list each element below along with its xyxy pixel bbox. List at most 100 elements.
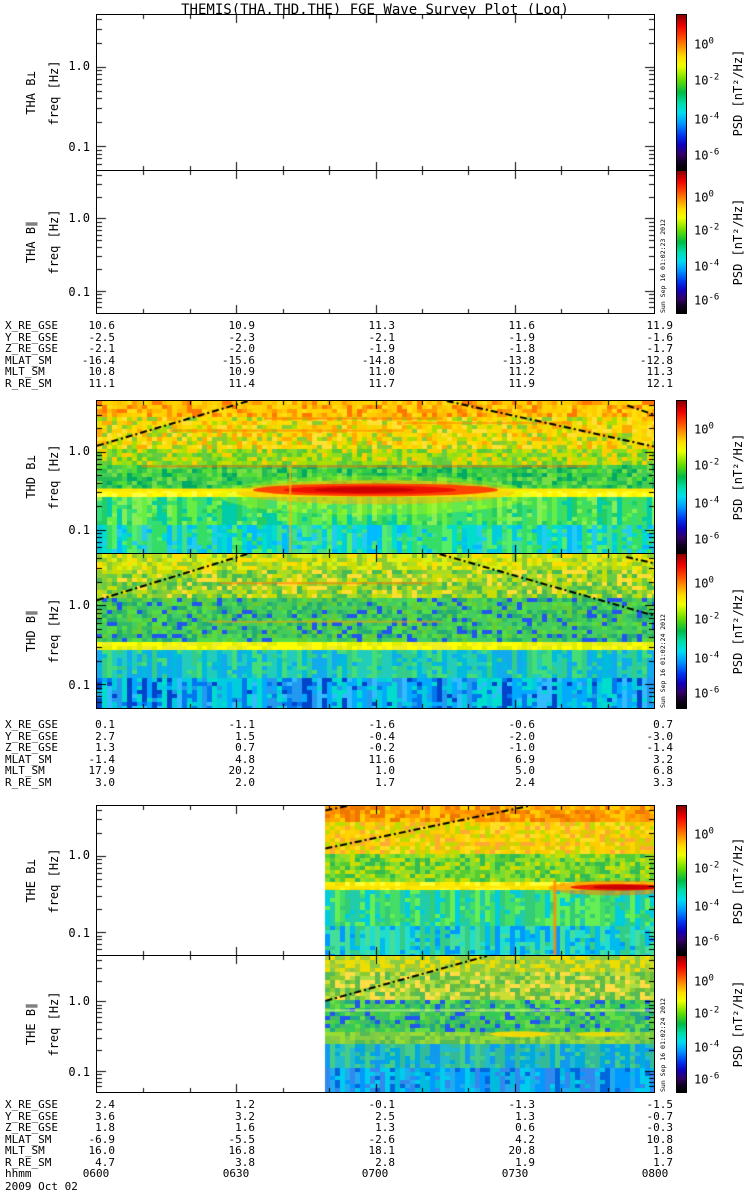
ephemeris-value: 2.4 (95, 1098, 115, 1111)
ephemeris-value: 10.9 (228, 319, 256, 332)
plot-area-tha-bpar (96, 170, 655, 314)
ephemeris-value: 2.4 (515, 775, 535, 789)
ephemeris-value: 17.9 (88, 764, 116, 778)
ephemeris-value: -14.8 (361, 353, 395, 367)
ephemeris-value: 10.9 (228, 365, 256, 379)
ephemeris-value: -3.0 (646, 729, 674, 743)
ephemeris-value: -2.3 (228, 330, 256, 344)
ephemeris-value: -2.1 (88, 342, 116, 356)
ephemeris-value: -2.5 (88, 330, 116, 344)
colorbar-tick-label: 10-4 (694, 495, 720, 511)
ephemeris-value: 2.0 (235, 775, 255, 789)
colorbar-tick-label: 10-4 (694, 650, 720, 666)
plot-area-thd-bpar (96, 553, 655, 709)
time-tick-label: 0800 (641, 1167, 669, 1180)
ephemeris-row: MLAT_SM -1.4 4.8 11.6 6.9 3.2 (0, 754, 750, 766)
ephemeris-row-label: Z_RE_GSE (5, 741, 58, 755)
colorbar-title: PSD [nT²/Hz] (731, 837, 745, 924)
ephemeris-row-label: X_RE_GSE (5, 718, 58, 731)
colorbar-tick-label: 10-6 (694, 933, 720, 949)
ephemeris-table-the: X_RE_GSE 2.4 1.2 -0.1 -1.3 -1.5 Y_RE_GSE 3.6 3.2… (0, 1099, 750, 1169)
ephemeris-value: 18.1 (368, 1144, 396, 1158)
ephemeris-value: 20.2 (228, 764, 256, 778)
ephemeris-value: 12.1 (646, 376, 674, 390)
ephemeris-value: 11.9 (508, 376, 536, 390)
colorbar-tick-label: 10-6 (694, 292, 720, 308)
ephemeris-value: -1.8 (508, 342, 536, 356)
ephemeris-row-label: R_RE_SM (5, 775, 52, 789)
ephemeris-value: -1.5 (646, 1098, 674, 1111)
ephemeris-table-tha: X_RE_GSE 10.6 10.9 11.3 11.6 11.9 Y_RE_GSE -2.5… (0, 320, 750, 390)
y-tick-label: 1.0 (68, 211, 90, 226)
ephemeris-value: 20.8 (508, 1144, 536, 1158)
ephemeris-value: 3.8 (235, 1155, 255, 1169)
ephemeris-row-label: MLAT_SM (5, 752, 52, 766)
psd-colorbar (676, 14, 687, 171)
ephemeris-row-label: Y_RE_GSE (5, 729, 58, 743)
ephemeris-row-label: X_RE_GSE (5, 319, 58, 332)
colorbar-title: PSD [nT²/Hz] (731, 980, 745, 1068)
ephemeris-value: -2.0 (508, 729, 536, 743)
colorbar-tick-label: 10-6 (694, 531, 720, 547)
ephemeris-row: MLAT_SM -16.4 -15.6 -14.8 -13.8 -12.8 (0, 355, 750, 367)
colorbar-tick-label: 100 (694, 973, 714, 989)
colorbar-tick-label: 10-4 (694, 898, 720, 914)
ephemeris-value: 10.6 (88, 319, 116, 332)
ephemeris-value: 11.2 (508, 365, 536, 379)
ephemeris-value: 2.8 (375, 1155, 395, 1169)
ephemeris-value: 3.0 (95, 775, 115, 789)
spectrogram-canvas-tha-bperp (97, 15, 654, 170)
colorbar-tick-label: 100 (694, 189, 714, 205)
ephemeris-row: MLAT_SM -6.9 -5.5 -2.6 4.2 10.8 (0, 1134, 750, 1146)
ephemeris-row: Y_RE_GSE 3.6 3.2 2.5 1.3 -0.7 (0, 1109, 750, 1123)
ephemeris-row-label: Z_RE_GSE (5, 342, 58, 356)
ephemeris-row-label: Y_RE_GSE (5, 330, 58, 344)
spectrogram-canvas-the-bpar (97, 956, 654, 1092)
ephemeris-value: 1.3 (515, 1109, 535, 1123)
ephemeris-table-thd: X_RE_GSE 0.1 -1.1 -1.6 -0.6 0.7 Y_RE_GSE 2.7 1.5… (0, 719, 750, 789)
ephemeris-value: -1.9 (508, 330, 536, 344)
ephemeris-value: -1.9 (368, 342, 396, 356)
colorbar-tick-label: 10-6 (694, 147, 720, 163)
ephemeris-value: -6.9 (88, 1132, 116, 1146)
ephemeris-value: 1.3 (95, 741, 115, 755)
panel-label: THE B∥ (24, 1002, 38, 1046)
colorbar-tick-label: 10-2 (694, 457, 720, 473)
colorbar-tick-label: 100 (694, 826, 714, 842)
y-tick-label: 0.1 (68, 677, 90, 692)
ephemeris-value: 1.7 (653, 1155, 673, 1169)
ephemeris-value: -15.6 (221, 353, 255, 367)
ephemeris-value: 11.6 (508, 319, 536, 332)
ephemeris-row-label: MLT_SM (5, 764, 45, 778)
colorbar-tick-label: 10-2 (694, 860, 720, 876)
colorbar-tick-label: 10-6 (694, 1071, 720, 1087)
y-tick-label: 1.0 (68, 848, 90, 863)
ephemeris-value: 0.7 (653, 718, 673, 731)
ephemeris-value: 11.3 (368, 319, 396, 332)
ephemeris-value: -0.7 (646, 1109, 674, 1123)
ephemeris-value: -1.7 (646, 342, 674, 356)
plot-area-thd-bperp (96, 400, 655, 554)
ephemeris-value: -2.0 (228, 342, 256, 356)
ephemeris-value: 1.8 (95, 1121, 115, 1135)
ephemeris-row: Y_RE_GSE 2.7 1.5 -0.4 -2.0 -3.0 (0, 729, 750, 743)
ephemeris-row: R_RE_SM 11.1 11.4 11.7 11.9 12.1 (0, 378, 750, 390)
ephemeris-value: 1.9 (515, 1155, 535, 1169)
ephemeris-value: 1.3 (375, 1121, 395, 1135)
ephemeris-value: 10.8 (646, 1132, 674, 1146)
spectrogram-canvas-thd-bperp (97, 401, 654, 553)
panel-label: THE B⊥ (24, 858, 38, 903)
ephemeris-row: X_RE_GSE 10.6 10.9 11.3 11.6 11.9 (0, 320, 750, 332)
plot-area-the-bperp (96, 805, 655, 956)
psd-colorbar (676, 400, 687, 554)
ephemeris-row-label: Z_RE_GSE (5, 1121, 58, 1135)
panel-label: THD B⊥ (24, 455, 38, 499)
panel-row-the-bpar: THE B∥ freq [Hz] 1.0 0.1 100 10-2 10-4 1… (0, 955, 750, 1093)
ephemeris-value: -0.3 (646, 1121, 674, 1135)
ephemeris-value: 1.2 (235, 1098, 255, 1111)
ephemeris-row-label: MLAT_SM (5, 1132, 52, 1146)
colorbar-tick-label: 10-2 (694, 72, 720, 88)
ephemeris-row-label: MLAT_SM (5, 353, 52, 367)
ephemeris-value: 16.0 (88, 1144, 116, 1158)
creation-timestamp: Sun Sep 16 01:02:24 2012 (659, 998, 667, 1092)
